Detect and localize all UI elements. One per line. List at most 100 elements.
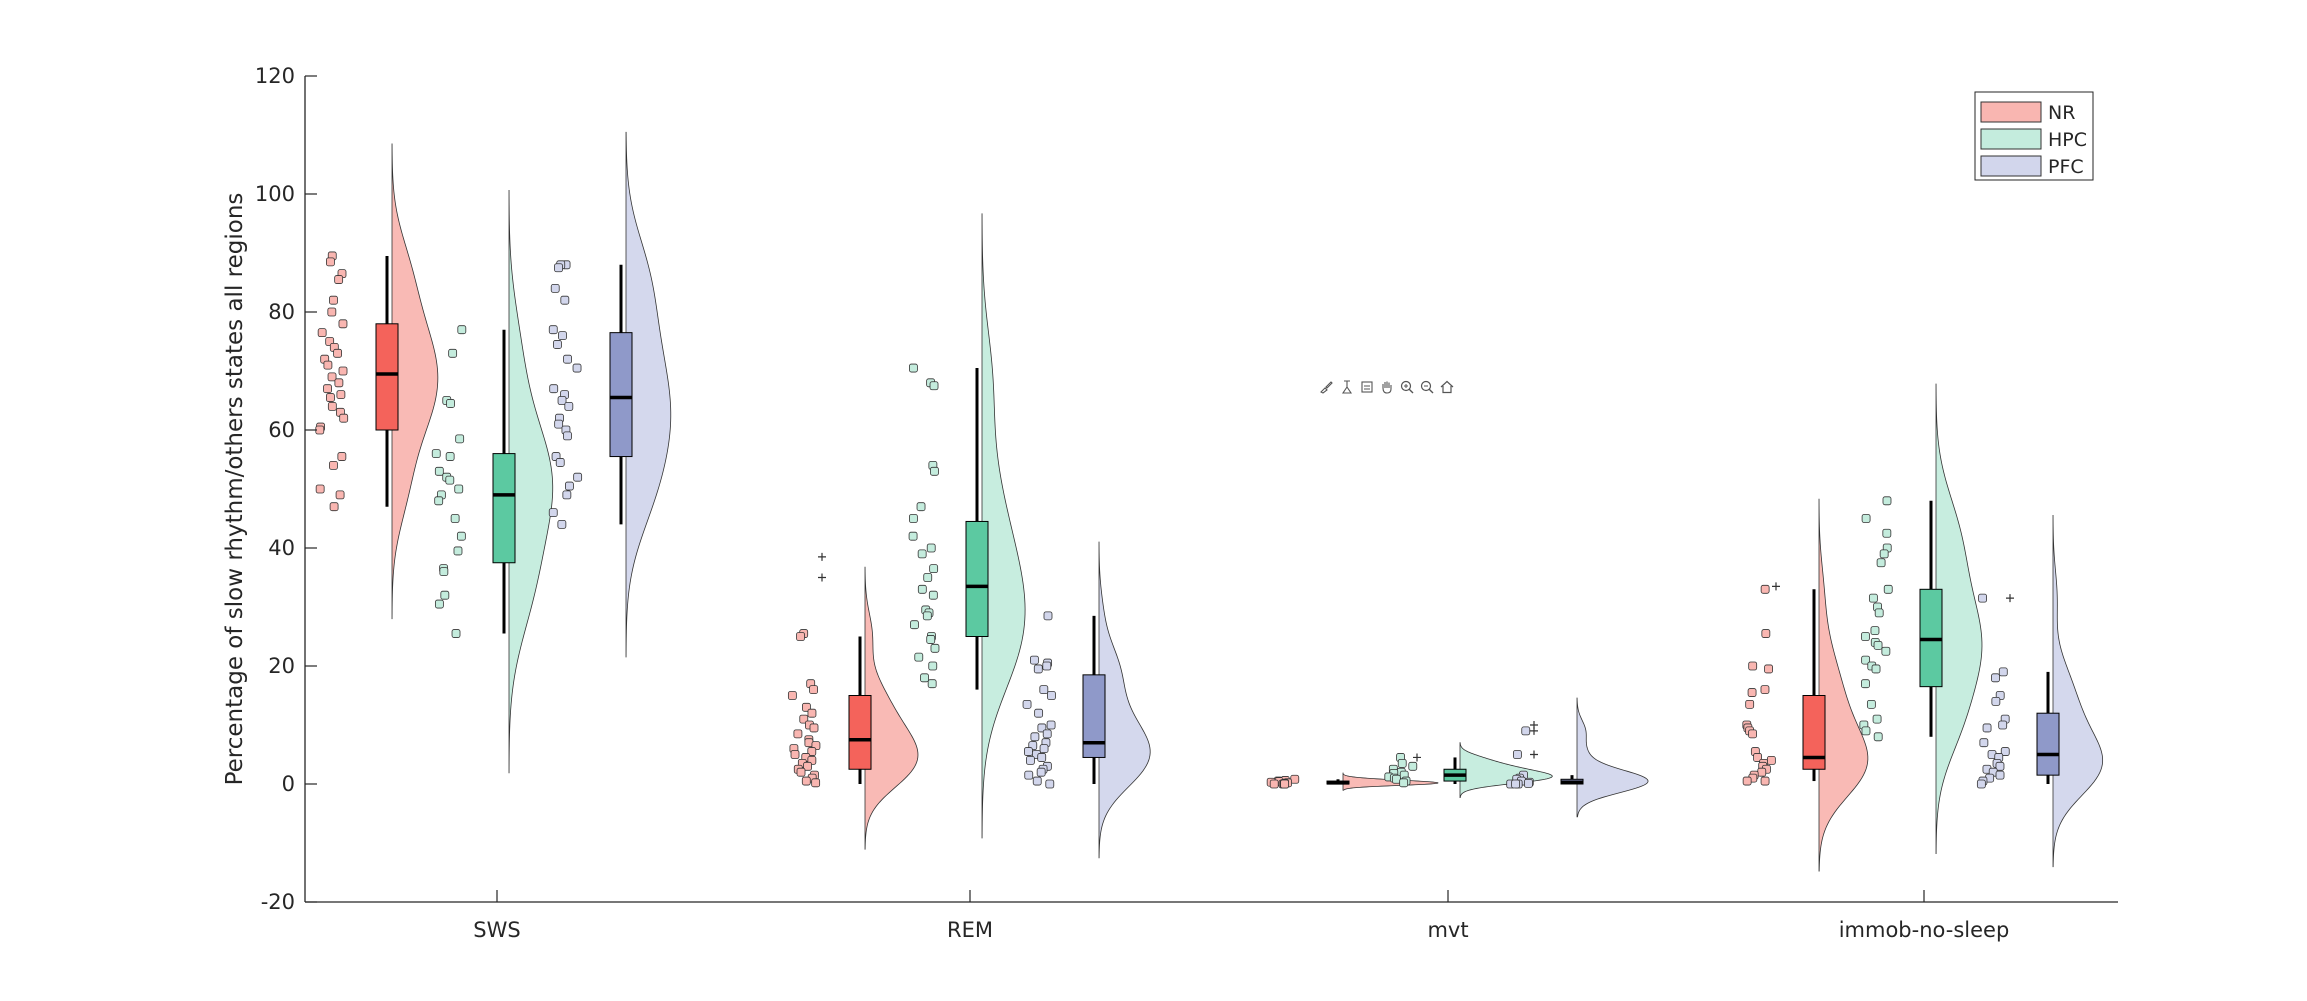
data-point: [1882, 528, 1892, 538]
data-point: [434, 466, 444, 476]
data-point: [1046, 720, 1056, 730]
data-point: [455, 434, 465, 444]
data-point: [560, 295, 570, 305]
rotate-icon[interactable]: [1358, 378, 1376, 396]
data-point: [928, 661, 938, 671]
x-tick-label: mvt: [1427, 918, 1468, 942]
data-point: [1024, 770, 1034, 780]
data-point: [1979, 738, 1989, 748]
data-point: [448, 348, 458, 358]
legend-label: NR: [2048, 102, 2075, 124]
data-point: [555, 458, 565, 467]
data-point: [336, 390, 346, 400]
data-point: [315, 484, 325, 494]
data-point: [1760, 685, 1770, 694]
data-point: [917, 584, 927, 594]
data-point: [1995, 770, 2005, 780]
data-point: [790, 750, 800, 759]
data-point: [1991, 673, 2000, 683]
y-tick-label: 0: [282, 772, 295, 796]
y-tick-label: 60: [268, 418, 295, 442]
data-point: [1861, 679, 1870, 689]
brush-icon[interactable]: [1318, 378, 1336, 396]
data-point: [1879, 549, 1889, 559]
data-point: [1874, 608, 1884, 618]
box: [2036, 712, 2060, 776]
data-point: [329, 502, 339, 512]
data-point: [1512, 750, 1522, 759]
data-point: [440, 590, 450, 600]
datatip-icon[interactable]: [1338, 378, 1356, 396]
home-icon[interactable]: [1438, 378, 1456, 396]
data-point: [1866, 699, 1876, 709]
data-point: [338, 319, 348, 329]
density-clouds: [391, 131, 2104, 872]
density-cloud: [391, 143, 439, 620]
data-point: [445, 452, 455, 461]
data-point: [1748, 661, 1758, 671]
data-point: [1039, 685, 1049, 694]
data-point: [1030, 732, 1040, 742]
data-point: [1022, 699, 1032, 709]
data-point: [796, 767, 806, 777]
data-point: [1876, 558, 1886, 568]
data-point: [1047, 691, 1056, 700]
data-point: [803, 761, 812, 771]
data-point: [1745, 699, 1755, 709]
zoom-in-icon[interactable]: [1398, 378, 1416, 396]
data-point: [1861, 655, 1871, 665]
outlier-marker: [1413, 753, 1421, 762]
data-point: [807, 708, 817, 718]
y-tick-label: 120: [255, 64, 295, 88]
data-point: [564, 401, 574, 411]
data-point: [1760, 776, 1770, 786]
data-point: [811, 778, 821, 788]
data-point: [1861, 726, 1871, 736]
data-point: [334, 275, 344, 284]
x-tick-label: SWS: [473, 918, 520, 942]
x-tick-label: immob-no-sleep: [1839, 918, 2010, 942]
data-point: [922, 611, 932, 621]
data-point: [334, 378, 344, 388]
pan-icon[interactable]: [1378, 378, 1396, 396]
outlier-marker: [1772, 582, 1780, 591]
data-point: [557, 520, 567, 529]
data-point: [1873, 640, 1883, 650]
zoom-out-icon[interactable]: [1418, 378, 1436, 396]
data-point: [1868, 593, 1878, 603]
data-point: [563, 431, 572, 441]
data-point: [1290, 774, 1300, 784]
legend[interactable]: NR HPC PFC: [1974, 91, 2094, 181]
data-point: [809, 685, 818, 694]
data-point: [1269, 779, 1279, 789]
data-point: [1978, 593, 1987, 603]
legend-label: PFC: [2048, 156, 2084, 178]
data-point: [928, 590, 938, 600]
data-point: [1032, 776, 1042, 786]
data-point: [917, 549, 927, 559]
data-point: [445, 475, 455, 485]
data-point: [554, 263, 563, 273]
data-point: [323, 360, 333, 370]
data-point: [920, 673, 929, 683]
data-point: [1045, 779, 1055, 789]
data-point: [431, 449, 441, 459]
data-point: [908, 531, 918, 541]
data-point: [1280, 779, 1289, 789]
data-point: [930, 466, 939, 476]
data-point: [2000, 747, 2010, 756]
data-point: [1391, 774, 1401, 784]
data-point: [439, 567, 449, 576]
data-point: [1397, 758, 1407, 768]
y-tick-label: 100: [255, 182, 295, 206]
data-point: [338, 366, 348, 376]
data-point: [1511, 779, 1521, 789]
x-axis-ticks: SWS REM mvt immob-no-sleep: [473, 890, 2009, 942]
data-point: [801, 776, 811, 786]
data-point: [1766, 756, 1776, 765]
data-point: [1030, 655, 1039, 665]
data-point: [339, 413, 349, 423]
data-point: [565, 481, 574, 491]
data-point: [930, 643, 940, 653]
data-point: [916, 502, 926, 512]
